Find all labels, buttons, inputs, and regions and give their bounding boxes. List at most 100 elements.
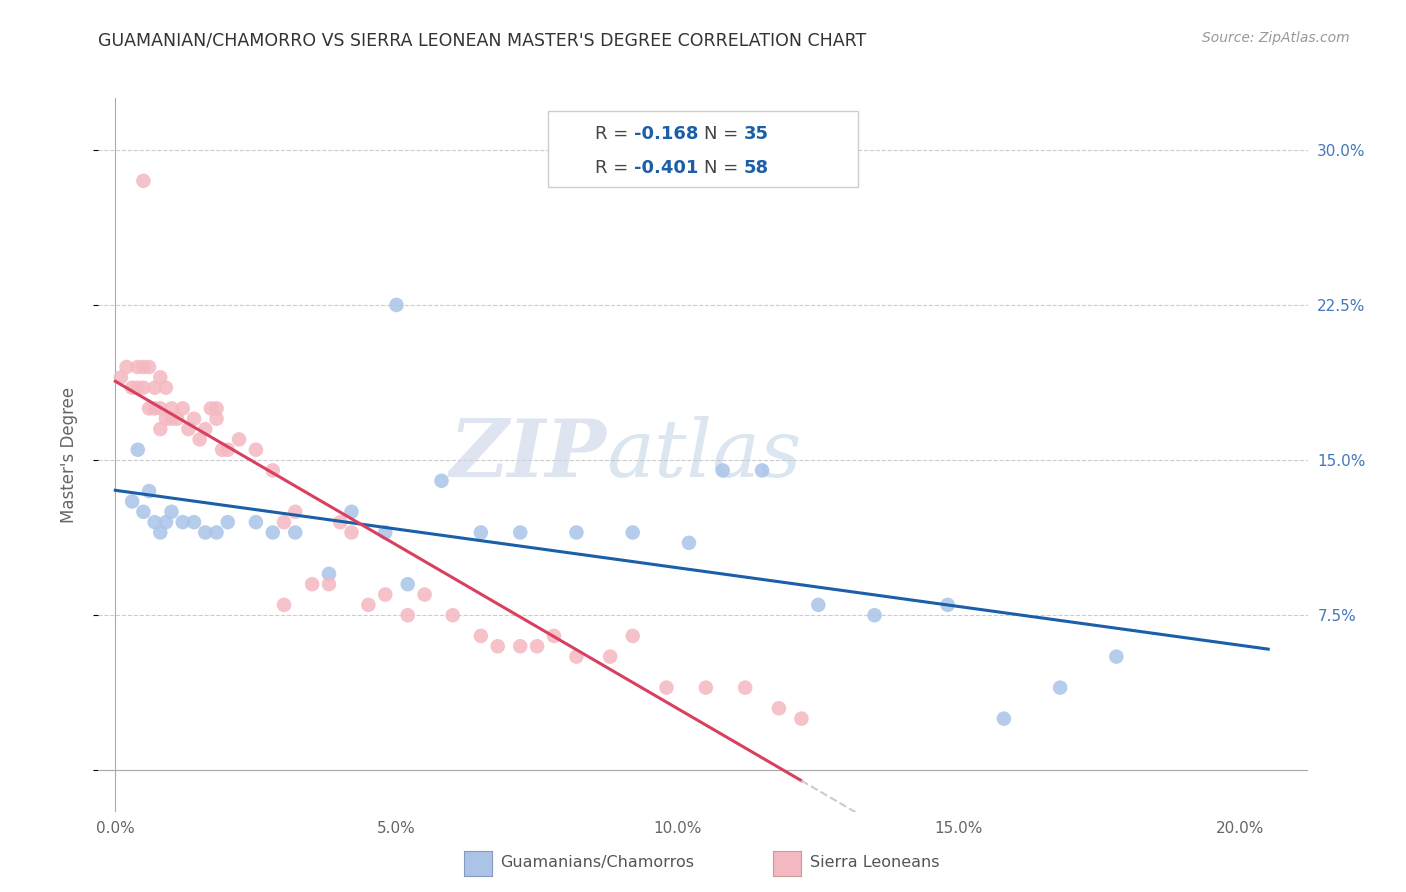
Point	[160, 401, 183, 416]
Point	[160, 411, 183, 425]
Point	[301, 577, 323, 591]
Point	[149, 422, 172, 436]
Point	[205, 401, 228, 416]
Text: 35: 35	[744, 125, 769, 143]
Point	[149, 525, 172, 540]
Point	[470, 525, 492, 540]
Text: R =: R =	[595, 159, 634, 177]
Point	[132, 359, 155, 374]
Point	[1049, 681, 1071, 695]
Point	[413, 588, 436, 602]
Point	[863, 608, 886, 623]
Point	[127, 442, 149, 457]
Point	[177, 422, 200, 436]
Point	[262, 525, 284, 540]
Text: atlas: atlas	[606, 417, 801, 493]
Point	[132, 174, 155, 188]
Point	[205, 525, 228, 540]
Point	[936, 598, 959, 612]
Point	[621, 525, 644, 540]
Point	[1105, 649, 1128, 664]
Text: R =: R =	[595, 125, 634, 143]
Point	[621, 629, 644, 643]
Text: GUAMANIAN/CHAMORRO VS SIERRA LEONEAN MASTER'S DEGREE CORRELATION CHART: GUAMANIAN/CHAMORRO VS SIERRA LEONEAN MAS…	[98, 31, 866, 49]
Text: N =: N =	[704, 159, 744, 177]
Point	[217, 515, 239, 529]
Text: N =: N =	[704, 125, 744, 143]
Point	[441, 608, 464, 623]
Point	[599, 649, 621, 664]
Text: Source: ZipAtlas.com: Source: ZipAtlas.com	[1202, 31, 1350, 45]
Point	[160, 505, 183, 519]
Point	[143, 515, 166, 529]
Text: -0.168: -0.168	[634, 125, 699, 143]
Text: Guamanians/Chamorros: Guamanians/Chamorros	[501, 855, 695, 870]
Point	[110, 370, 132, 384]
Point	[155, 381, 177, 395]
Point	[318, 566, 340, 581]
Point	[262, 463, 284, 477]
Point	[155, 515, 177, 529]
Point	[228, 433, 250, 447]
Point	[751, 463, 773, 477]
Point	[565, 649, 588, 664]
Text: 58: 58	[744, 159, 769, 177]
Point	[172, 515, 194, 529]
Point	[172, 401, 194, 416]
Point	[543, 629, 565, 643]
Point	[121, 494, 143, 508]
Point	[149, 370, 172, 384]
Point	[194, 525, 217, 540]
Point	[217, 442, 239, 457]
Point	[132, 505, 155, 519]
Point	[385, 298, 408, 312]
Point	[183, 515, 205, 529]
Point	[273, 515, 295, 529]
Point	[374, 588, 396, 602]
Point	[138, 359, 160, 374]
Point	[211, 442, 233, 457]
Point	[183, 411, 205, 425]
Point	[329, 515, 352, 529]
Point	[565, 525, 588, 540]
Point	[205, 411, 228, 425]
Y-axis label: Master's Degree: Master's Degree	[59, 387, 77, 523]
Point	[273, 598, 295, 612]
Text: -0.401: -0.401	[634, 159, 699, 177]
Point	[678, 536, 700, 550]
Point	[374, 525, 396, 540]
Point	[430, 474, 453, 488]
Point	[711, 463, 734, 477]
Point	[155, 411, 177, 425]
Point	[138, 401, 160, 416]
Point	[127, 359, 149, 374]
Point	[127, 381, 149, 395]
Point	[166, 411, 188, 425]
Point	[340, 505, 363, 519]
Point	[143, 401, 166, 416]
Point	[357, 598, 380, 612]
Point	[993, 712, 1015, 726]
Point	[115, 359, 138, 374]
Point	[486, 639, 509, 653]
Point	[509, 525, 531, 540]
Point	[143, 381, 166, 395]
Point	[340, 525, 363, 540]
Point	[284, 525, 307, 540]
Point	[200, 401, 222, 416]
Point	[807, 598, 830, 612]
Point	[318, 577, 340, 591]
Point	[768, 701, 790, 715]
Text: ZIP: ZIP	[450, 417, 606, 493]
Point	[284, 505, 307, 519]
Point	[245, 515, 267, 529]
Point	[470, 629, 492, 643]
Point	[655, 681, 678, 695]
Text: Sierra Leoneans: Sierra Leoneans	[810, 855, 939, 870]
Point	[194, 422, 217, 436]
Point	[790, 712, 813, 726]
Point	[149, 401, 172, 416]
Point	[188, 433, 211, 447]
Point	[138, 484, 160, 499]
Point	[734, 681, 756, 695]
